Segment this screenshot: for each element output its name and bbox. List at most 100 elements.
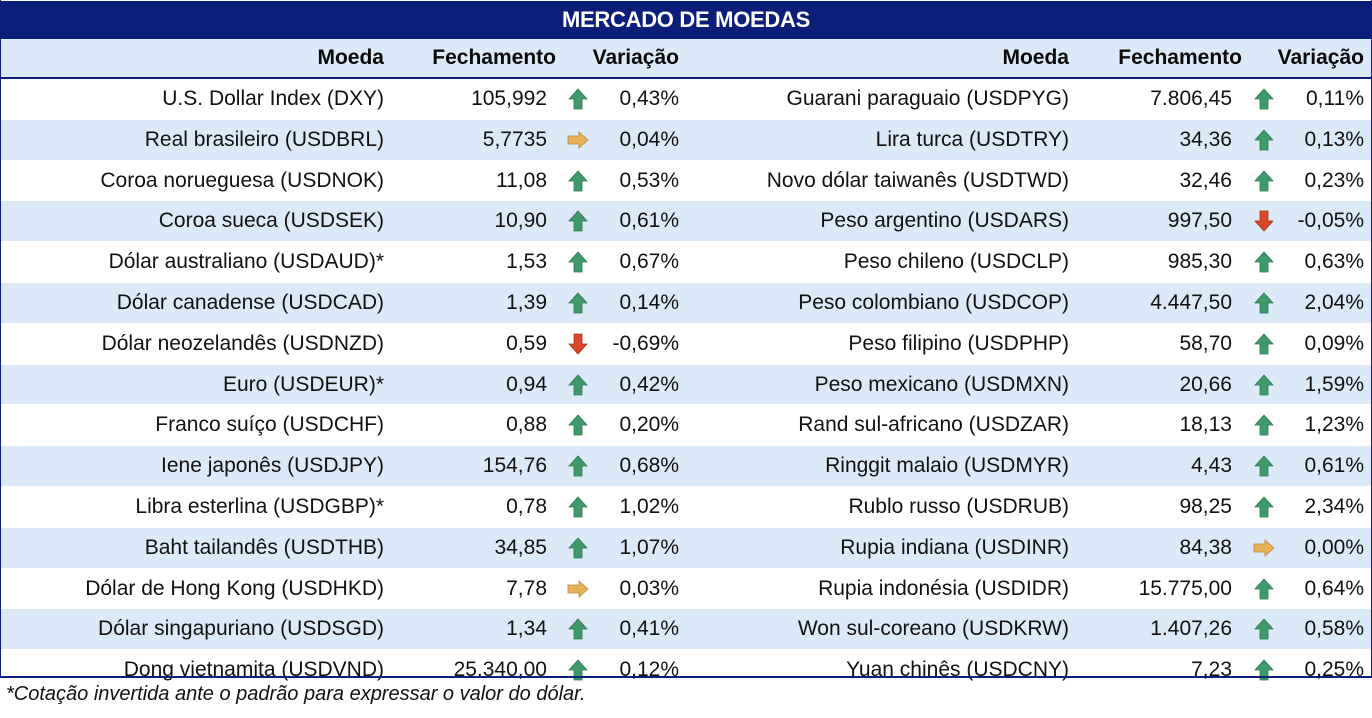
currency-name: Dólar neozelandês (USDNZD) bbox=[101, 331, 384, 355]
variation-value: 2,04% bbox=[1304, 290, 1364, 314]
closing-value: 1,53 bbox=[506, 250, 547, 274]
closing-value: 1,39 bbox=[506, 290, 547, 314]
table-row: Franco suíço (USDCHF) 0,88 0,20% Rand sul-a… bbox=[1, 405, 1371, 447]
variation-value: 0,58% bbox=[1304, 617, 1364, 641]
arrow-up-icon bbox=[567, 537, 589, 559]
currency-name: Peso filipino (USDPHP) bbox=[848, 331, 1069, 355]
table-border-left bbox=[0, 0, 1, 678]
arrow-up-icon bbox=[1253, 251, 1275, 273]
variation-value: -0,69% bbox=[612, 331, 679, 355]
currency-name: Libra esterlina (USDGBP)* bbox=[135, 494, 384, 518]
variation-value: 0,09% bbox=[1304, 331, 1364, 355]
closing-value: 84,38 bbox=[1179, 535, 1232, 559]
variation-value: 0,64% bbox=[1304, 576, 1364, 600]
variation-value: 0,23% bbox=[1304, 168, 1364, 192]
closing-value: 34,36 bbox=[1179, 127, 1232, 151]
arrow-up-icon bbox=[1253, 455, 1275, 477]
currency-name: Yuan chinês (USDCNY) bbox=[846, 658, 1069, 682]
variation-value: 0,68% bbox=[619, 454, 679, 478]
closing-value: 0,59 bbox=[506, 331, 547, 355]
arrow-up-icon bbox=[567, 496, 589, 518]
header-variacao-left: Variação bbox=[592, 46, 679, 69]
table-row: Dólar australiano (USDAUD)* 1,53 0,67% Peso… bbox=[1, 242, 1371, 283]
currency-name: Peso colombiano (USDCOP) bbox=[798, 290, 1069, 314]
arrow-up-icon bbox=[567, 169, 589, 192]
column-header-row: Moeda Fechamento Variação Moeda Fechamen… bbox=[1, 39, 1371, 79]
closing-value: 1.407,26 bbox=[1150, 617, 1232, 641]
table-row: U.S. Dollar Index (DXY) 105,992 0,43% Guara… bbox=[1, 79, 1371, 120]
variation-value: 0,14% bbox=[619, 290, 679, 314]
arrow-up-icon bbox=[1253, 373, 1275, 396]
currency-name: Baht tailandês (USDTHB) bbox=[144, 535, 384, 559]
table-row: Real brasileiro (USDBRL) 5,7735 0,04% Lira … bbox=[1, 119, 1371, 161]
currency-name: Rand sul-africano (USDZAR) bbox=[798, 413, 1069, 437]
table-row: Euro (USDEUR)* 0,94 0,42% Peso mexicano (US… bbox=[1, 364, 1371, 406]
currency-name: Ringgit malaio (USDMYR) bbox=[825, 454, 1069, 478]
closing-value: 0,78 bbox=[506, 494, 547, 518]
header-moeda-right: Moeda bbox=[1002, 46, 1069, 69]
currency-name: Dólar de Hong Kong (USDHKD) bbox=[85, 576, 384, 600]
closing-value: 58,70 bbox=[1179, 331, 1232, 355]
closing-value: 11,08 bbox=[496, 168, 547, 192]
arrow-up-icon bbox=[567, 455, 589, 477]
closing-value: 10,90 bbox=[494, 209, 547, 233]
variation-value: 0,67% bbox=[619, 250, 679, 274]
variation-value: 0,61% bbox=[1304, 454, 1364, 478]
table-body: U.S. Dollar Index (DXY) 105,992 0,43% Guara… bbox=[1, 79, 1371, 691]
variation-value: 0,53% bbox=[619, 168, 679, 192]
arrow-down-icon bbox=[1253, 210, 1275, 232]
arrow-up-icon bbox=[1253, 129, 1275, 151]
arrow-up-icon bbox=[1253, 618, 1275, 640]
table-row: Coroa norueguesa (USDNOK) 11,08 0,53% Novo … bbox=[1, 161, 1371, 202]
variation-value: 0,12% bbox=[619, 658, 679, 682]
variation-value: 0,03% bbox=[619, 576, 679, 600]
currency-name: Franco suíço (USDCHF) bbox=[155, 413, 384, 437]
arrow-up-icon bbox=[1253, 333, 1275, 355]
currency-name: Coroa norueguesa (USDNOK) bbox=[100, 168, 384, 192]
arrow-up-icon bbox=[567, 292, 589, 314]
currency-name: Dólar canadense (USDCAD) bbox=[116, 290, 384, 314]
table-row: Dólar de Hong Kong (USDHKD) 7,78 0,03% Rupi… bbox=[1, 569, 1371, 610]
table-bottom-border bbox=[1, 676, 1371, 678]
currency-name: Peso chileno (USDCLP) bbox=[843, 250, 1069, 274]
closing-value: 1,34 bbox=[506, 617, 547, 641]
currency-name: Lira turca (USDTRY) bbox=[875, 127, 1069, 151]
currency-name: Rupia indonésia (USDIDR) bbox=[818, 576, 1069, 600]
closing-value: 15.775,00 bbox=[1138, 576, 1232, 600]
footnote: *Cotação invertida ante o padrão para ex… bbox=[6, 683, 586, 705]
arrow-down-icon bbox=[567, 333, 589, 355]
variation-value: 1,59% bbox=[1304, 372, 1364, 396]
currency-name: Dólar australiano (USDAUD)* bbox=[108, 250, 384, 274]
variation-value: 0,25% bbox=[1304, 658, 1364, 682]
closing-value: 0,94 bbox=[506, 372, 547, 396]
arrow-up-icon bbox=[567, 618, 589, 640]
variation-value: 0,00% bbox=[1304, 535, 1364, 559]
closing-value: 7,23 bbox=[1191, 658, 1232, 682]
currency-name: Dong vietnamita (USDVND) bbox=[123, 658, 384, 682]
arrow-right-icon bbox=[567, 578, 589, 600]
arrow-up-icon bbox=[1253, 659, 1275, 681]
variation-value: 1,23% bbox=[1304, 413, 1364, 437]
variation-value: 0,20% bbox=[619, 413, 679, 437]
arrow-up-icon bbox=[1253, 169, 1275, 192]
closing-value: 105,992 bbox=[471, 87, 547, 110]
variation-value: 1,07% bbox=[619, 535, 679, 559]
currency-name: Euro (USDEUR)* bbox=[222, 372, 384, 396]
closing-value: 5,7735 bbox=[482, 127, 547, 151]
closing-value: 32,46 bbox=[1179, 168, 1232, 192]
variation-value: 0,04% bbox=[619, 127, 679, 151]
variation-value: 0,41% bbox=[619, 617, 679, 641]
variation-value: 2,34% bbox=[1304, 494, 1364, 518]
table-row: Coroa sueca (USDSEK) 10,90 0,61% Peso argen… bbox=[1, 201, 1371, 243]
closing-value: 4.447,50 bbox=[1150, 290, 1232, 314]
arrow-up-icon bbox=[1253, 414, 1275, 436]
variation-value: -0,05% bbox=[1297, 209, 1364, 233]
table-row: Libra esterlina (USDGBP)* 0,78 1,02% Rublo … bbox=[1, 487, 1371, 528]
closing-value: 34,85 bbox=[494, 535, 547, 559]
table-row: Dólar neozelandês (USDNZD) 0,59 -0,69% Peso… bbox=[1, 324, 1371, 365]
table-row: Dólar canadense (USDCAD) 1,39 0,14% Peso co… bbox=[1, 282, 1371, 324]
closing-value: 98,25 bbox=[1179, 494, 1232, 518]
closing-value: 4,43 bbox=[1191, 454, 1232, 478]
arrow-up-icon bbox=[567, 251, 589, 273]
